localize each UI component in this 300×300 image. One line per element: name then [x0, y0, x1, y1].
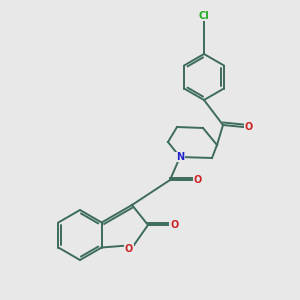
Text: O: O [171, 220, 179, 230]
Text: O: O [245, 122, 253, 132]
Text: O: O [194, 175, 202, 185]
Text: Cl: Cl [199, 11, 209, 21]
Text: O: O [125, 244, 133, 254]
Text: N: N [176, 152, 184, 162]
